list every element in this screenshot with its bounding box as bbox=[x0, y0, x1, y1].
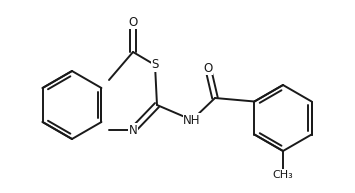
Text: S: S bbox=[151, 58, 159, 71]
Text: O: O bbox=[203, 62, 213, 74]
Text: O: O bbox=[129, 15, 138, 29]
Text: N: N bbox=[129, 124, 137, 136]
Text: CH₃: CH₃ bbox=[273, 170, 293, 180]
Text: NH: NH bbox=[183, 113, 201, 126]
